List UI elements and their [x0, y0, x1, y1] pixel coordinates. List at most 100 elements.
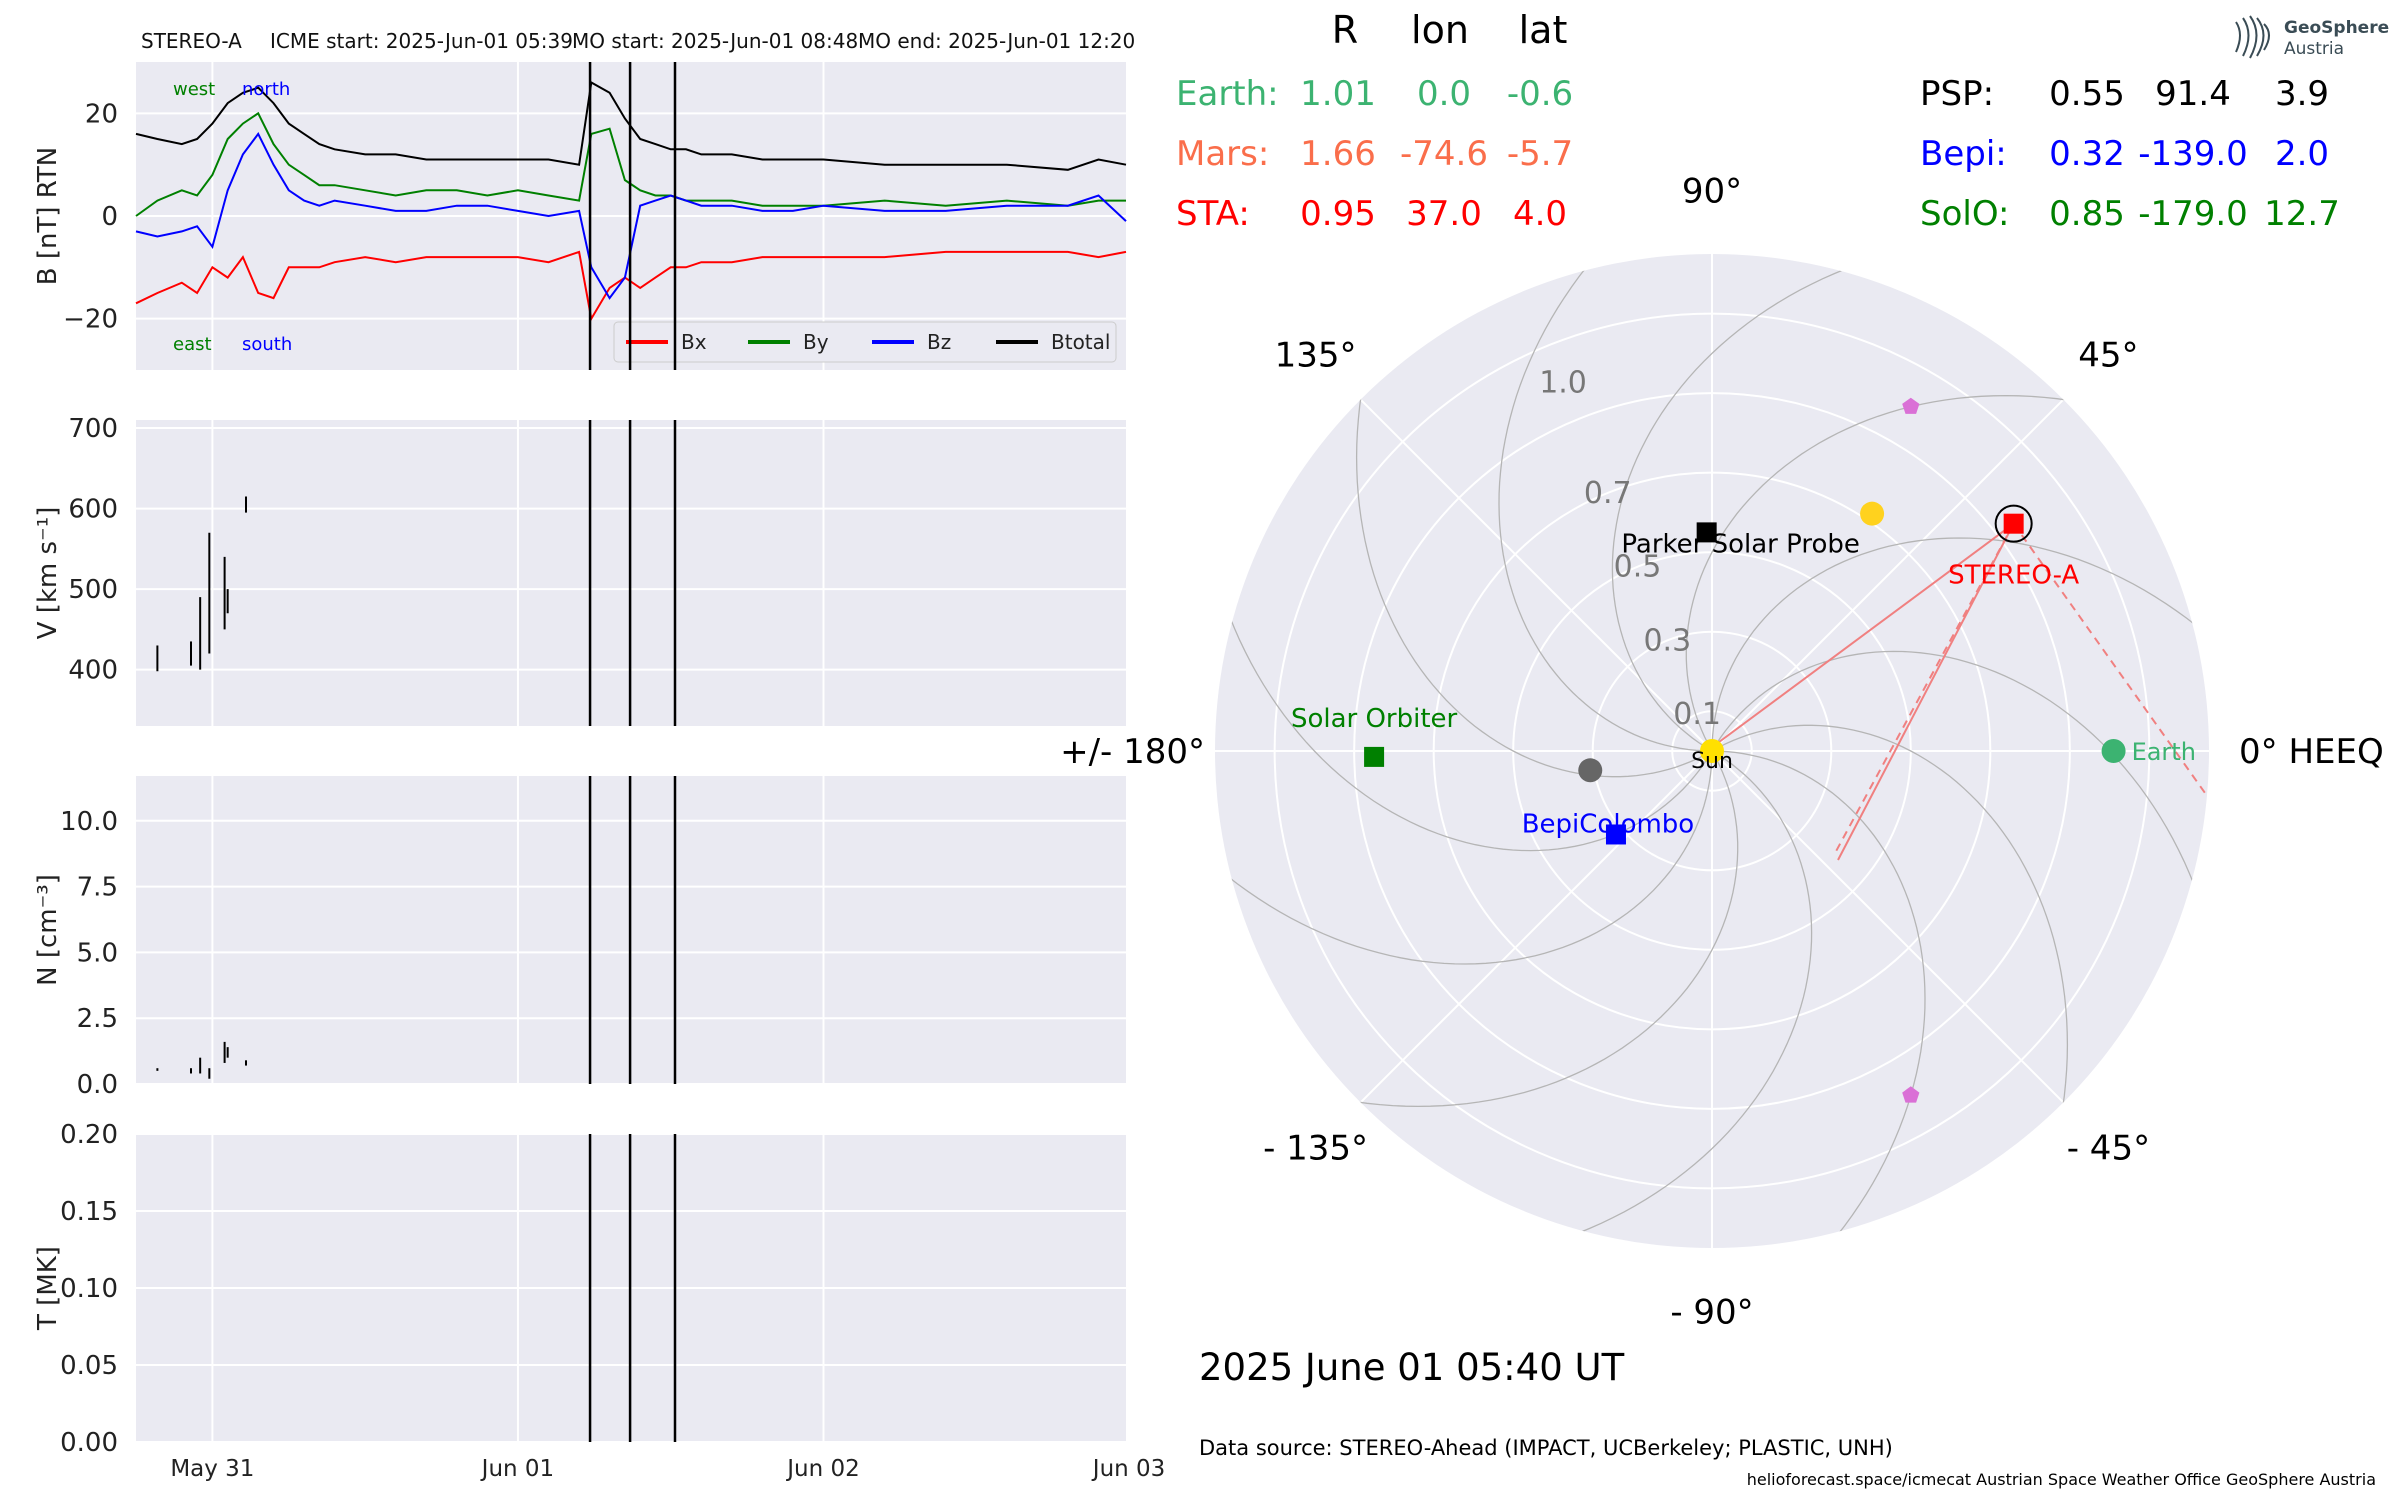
legend-label-btotal: Btotal: [1051, 330, 1110, 354]
header-spacecraft: STEREO-A: [141, 29, 242, 53]
ytick-bfield: 0: [101, 202, 118, 232]
legend: Bx By Bz Btotal: [613, 321, 1117, 363]
ytick-temperature: 0.15: [60, 1197, 118, 1227]
table-name-solo: SolO:: [1920, 194, 2009, 234]
angle-label: - 45°: [2067, 1128, 2150, 1168]
annotation-east: east: [173, 334, 212, 355]
legend-box: [613, 321, 1117, 363]
ytick-speed: 400: [68, 656, 118, 686]
footer: helioforecast.space/icmecat Austrian Spa…: [1747, 1470, 2376, 1489]
ytick-temperature: 0.00: [60, 1428, 118, 1458]
radial-tick-label: 1.0: [1539, 365, 1587, 400]
radial-tick-label: 0.3: [1643, 623, 1691, 658]
parker-spiral-line: [1355, 313, 1713, 778]
stereo-a-ring: [1994, 504, 2033, 543]
header-mo-start: MO start: 2025-Jun-01 08:48: [572, 29, 858, 53]
polar-plot: 0.1 0.3 0.5 0.7 1.0 0° HEEQ 45° 90° 135° +/- 180°…: [1060, 171, 2384, 1332]
marker-l5: [1902, 1086, 1920, 1103]
label-sun: Sun: [1691, 749, 1733, 774]
ytick-density: 0.0: [77, 1070, 118, 1100]
table-lat-sta: 4.0: [1513, 194, 1567, 234]
parker-spiral-line: [1215, 750, 1713, 965]
ytick-temperature: 0.10: [60, 1274, 118, 1304]
table-lon-solo: -179.0: [2138, 194, 2248, 234]
table-name-bepi: Bepi:: [1920, 134, 2007, 174]
panel-speed: 400 500 600 700 V [km s⁻¹]: [33, 414, 1131, 726]
label-bepicolombo: BepiColombo: [1522, 809, 1695, 839]
table-r-earth: 1.01: [1300, 74, 1376, 114]
panel-temperature: 0.00 0.05 0.10 0.15 0.20 T [MK]: [33, 1120, 1131, 1458]
angle-label: 135°: [1275, 336, 1357, 376]
annotation-west: west: [173, 79, 215, 100]
panel-bfield: −20 0 20 B [nT] RTN west north east south Bx By Bz…: [33, 62, 1131, 370]
ytick-speed: 600: [68, 495, 118, 525]
marker-earth: [2101, 739, 2126, 763]
logo-line1: GeoSphere: [2284, 18, 2389, 38]
table-r-solo: 0.85: [2049, 194, 2125, 234]
radial-tick-label: 0.7: [1584, 476, 1632, 511]
table-col-header-lat: lat: [1519, 8, 1568, 52]
angle-label: 90°: [1682, 171, 1742, 211]
parker-spiral-line: [1711, 650, 2209, 964]
ytick-density: 10.0: [60, 807, 118, 837]
parker-spiral-line: [1499, 750, 1813, 1248]
parker-spirals: [1215, 254, 2209, 1248]
series-line-btotal: [135, 80, 1127, 171]
marker-solar-orbiter: [1364, 746, 1385, 767]
table-lon-mars: -74.6: [1400, 134, 1488, 174]
date-label: 2025 June 01 05:40 UT: [1199, 1346, 1625, 1389]
ytick-density: 7.5: [77, 873, 118, 903]
ylabel-temperature: T [MK]: [33, 1246, 63, 1331]
label-solar-orbiter: Solar Orbiter: [1291, 704, 1458, 734]
table-r-bepi: 0.32: [2049, 134, 2125, 174]
polar-spoke: [1711, 398, 2065, 752]
polar-spoke: [1711, 750, 2065, 1104]
radial-tick-label: 0.5: [1614, 550, 1662, 585]
marker-parker-solar-probe: [1696, 522, 1717, 543]
xtick-date: May 31: [170, 1456, 254, 1482]
logo-line2: Austria: [2284, 39, 2344, 59]
table-name-sta: STA:: [1176, 194, 1250, 234]
table-col-header-r: R: [1332, 8, 1358, 52]
legend-label-bx: Bx: [681, 330, 707, 354]
parker-spiral-line: [1711, 724, 2069, 1189]
table-lon-psp: 91.4: [2155, 74, 2231, 114]
ytick-temperature: 0.20: [60, 1120, 118, 1150]
label-earth: Earth: [2132, 738, 2196, 766]
ytick-bfield: −20: [63, 305, 118, 335]
table-col-header-lon: lon: [1411, 8, 1469, 52]
ytick-speed: 500: [68, 575, 118, 605]
legend-label-by: By: [803, 330, 829, 354]
table-lon-bepi: -139.0: [2138, 134, 2248, 174]
data-source: Data source: STEREO-Ahead (IMPACT, UCBer…: [1199, 1436, 1893, 1460]
series-line-by: [135, 111, 1126, 217]
table-r-sta: 0.95: [1300, 194, 1376, 234]
ylabel-speed: V [km s⁻¹]: [33, 507, 63, 640]
timeseries-panels: −20 0 20 B [nT] RTN west north east south Bx By Bz…: [33, 62, 1165, 1482]
table-name-mars: Mars:: [1176, 134, 1269, 174]
series-line-bx: [135, 250, 1127, 322]
geosphere-logo-mark: [2235, 15, 2270, 59]
angle-label: 0° HEEQ: [2239, 732, 2384, 772]
legend-label-bz: Bz: [927, 330, 951, 354]
marker-l4: [1902, 397, 1920, 414]
fov-line: [1837, 523, 2015, 861]
fov-line: [2012, 523, 2209, 801]
table-lon-sta: 37.0: [1406, 194, 1482, 234]
parker-spiral-line: [1215, 538, 1713, 852]
ylabel-bfield: B [nT] RTN: [33, 147, 63, 286]
geosphere-logo: GeoSphere Austria: [2235, 15, 2389, 59]
ytick-speed: 700: [68, 414, 118, 444]
label-stereo-a: STEREO-A: [1948, 561, 2079, 591]
polar-spoke: [1359, 398, 1713, 752]
table-lon-earth: 0.0: [1417, 74, 1471, 114]
table-r-mars: 1.66: [1300, 134, 1376, 174]
table-lat-bepi: 2.0: [2275, 134, 2329, 174]
angle-label: +/- 180°: [1060, 732, 1205, 772]
parker-spiral-line: [1274, 750, 1739, 1108]
radial-tick-label: 0.1: [1673, 697, 1721, 732]
xtick-date: Jun 02: [785, 1456, 860, 1482]
xtick-date: Jun 03: [1091, 1456, 1166, 1482]
table-lat-psp: 3.9: [2275, 74, 2329, 114]
